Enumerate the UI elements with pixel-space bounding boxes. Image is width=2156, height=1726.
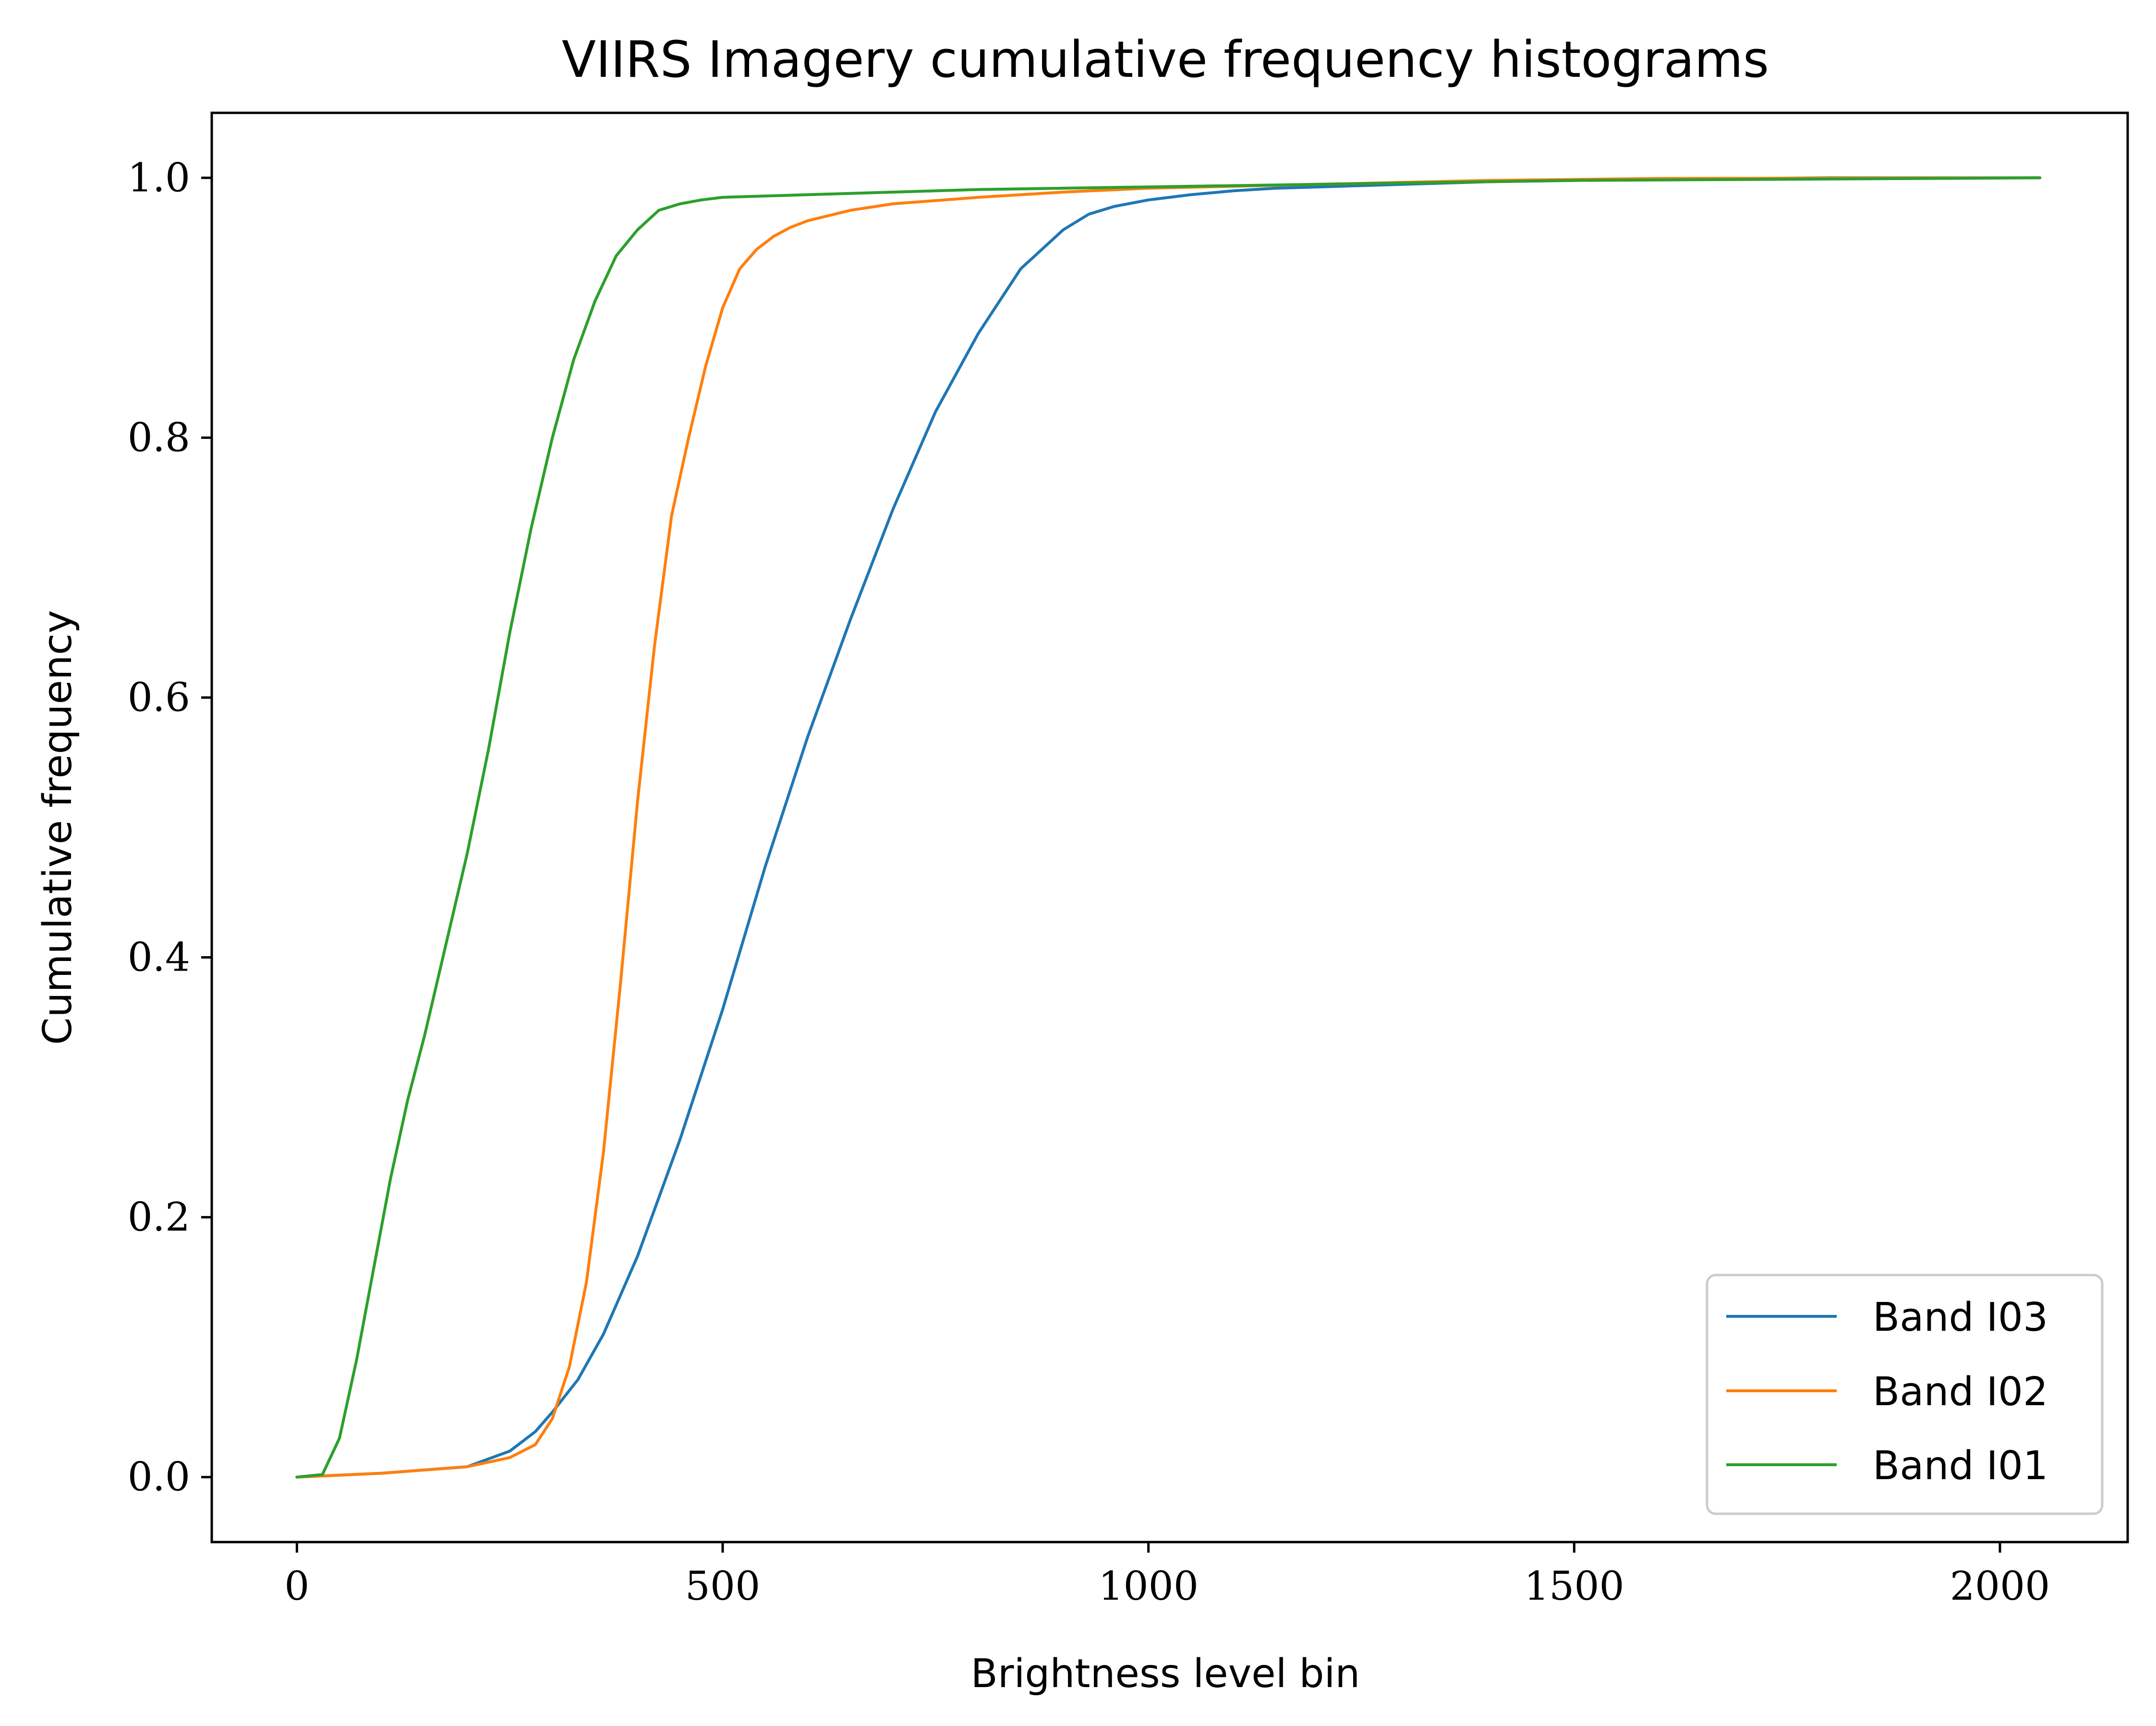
series-layer <box>295 176 2042 1479</box>
legend-label-3: Band I01 <box>1873 1443 2048 1489</box>
y-tick-label: 1.0 <box>128 155 190 201</box>
y-tick-label: 0.8 <box>128 415 190 461</box>
chart-title: VIIRS Imagery cumulative frequency histo… <box>562 30 1769 89</box>
legend-entries: Band I03 Band I02 Band I01 <box>1726 1295 2048 1489</box>
x-tick-label: 1500 <box>1524 1564 1624 1609</box>
y-tick-label: 0.0 <box>128 1455 190 1500</box>
plot-frame <box>210 111 2129 1544</box>
x-tick-label: 1000 <box>1098 1564 1199 1609</box>
series-line-3 <box>295 176 2042 1479</box>
legend-label-2: Band I02 <box>1873 1369 2048 1415</box>
x-tick-label: 500 <box>685 1564 761 1609</box>
x-tick-label: 0 <box>284 1564 309 1609</box>
y-axis-label: Cumulative frequency <box>35 610 81 1045</box>
legend: Band I03 Band I02 Band I01 <box>1706 1274 2104 1515</box>
y-tick-label: 0.6 <box>128 675 190 720</box>
y-tick-label: 0.4 <box>128 935 190 981</box>
series-line-2 <box>295 176 2042 1479</box>
x-axis-label: Brightness level bin <box>971 1651 1360 1697</box>
ticks-layer: 0 500 1000 1500 2000 0.0 0.2 0.4 0.6 0.8 1.0 <box>128 155 2050 1609</box>
legend-box <box>1706 1274 2104 1515</box>
legend-label-1: Band I03 <box>1873 1295 2048 1340</box>
y-tick-label: 0.2 <box>128 1195 190 1240</box>
x-tick-label: 2000 <box>1950 1564 2050 1609</box>
